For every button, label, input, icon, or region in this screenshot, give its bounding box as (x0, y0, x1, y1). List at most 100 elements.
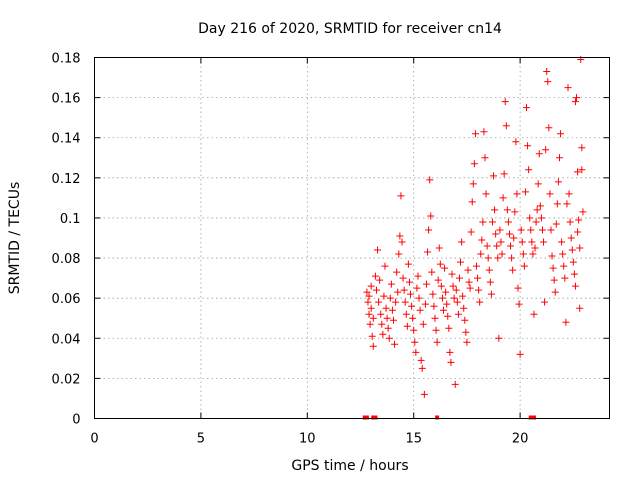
data-point (452, 286, 460, 294)
data-point (570, 270, 578, 278)
data-point (430, 302, 438, 310)
data-point (478, 236, 486, 244)
data-point (387, 280, 395, 288)
data-point (540, 238, 548, 246)
data-point (365, 310, 373, 318)
baseline-marker (362, 415, 367, 420)
data-point (497, 238, 505, 246)
data-point (438, 294, 446, 302)
data-point (579, 208, 587, 216)
data-point (366, 320, 374, 328)
data-point (420, 390, 428, 398)
data-point (402, 310, 410, 318)
data-point (463, 338, 471, 346)
data-point (442, 288, 450, 296)
y-tick-label: 0.02 (52, 372, 81, 387)
data-point (512, 138, 520, 146)
data-point (488, 218, 496, 226)
data-point (562, 318, 570, 326)
data-point (434, 276, 442, 284)
data-point (425, 226, 433, 234)
data-point (421, 300, 429, 308)
data-point (388, 306, 396, 314)
data-point (365, 292, 373, 300)
data-point (578, 144, 586, 152)
data-point (565, 190, 573, 198)
grid-layer (94, 57, 610, 419)
data-point (548, 252, 556, 260)
data-point (384, 324, 392, 332)
data-point (369, 314, 377, 322)
data-point (368, 332, 376, 340)
data-point (411, 338, 419, 346)
y-tick-label: 0.04 (52, 332, 81, 347)
data-point (440, 306, 448, 314)
data-point (519, 250, 527, 258)
baseline-markers (362, 415, 536, 420)
data-point (479, 218, 487, 226)
plot-frame (94, 57, 610, 419)
data-point (372, 286, 380, 294)
data-point (518, 238, 526, 246)
data-point (447, 358, 455, 366)
data-point (465, 278, 473, 286)
data-point (524, 142, 532, 150)
x-tick-label: 0 (90, 432, 98, 447)
data-point (503, 206, 511, 214)
data-point (574, 168, 582, 176)
data-point (511, 208, 519, 216)
data-point (399, 274, 407, 282)
data-point (513, 190, 521, 198)
data-point (401, 298, 409, 306)
data-point (446, 348, 454, 356)
data-point (560, 262, 568, 270)
data-point (508, 254, 516, 262)
data-point (424, 248, 432, 256)
axis-ticks (94, 57, 610, 419)
data-point (505, 230, 513, 238)
data-point (493, 242, 501, 250)
data-point (477, 250, 485, 258)
x-axis-label: GPS time / hours (291, 458, 408, 474)
data-point (549, 264, 557, 272)
data-point (374, 246, 382, 254)
x-tick-label: 15 (405, 432, 422, 447)
data-point (569, 258, 577, 266)
data-point (466, 284, 474, 292)
y-tick-label: 0.1 (60, 212, 81, 227)
y-tick-label: 0.14 (52, 132, 81, 147)
x-tick-label: 10 (299, 432, 316, 447)
data-point (414, 272, 422, 280)
data-point (394, 288, 402, 296)
data-point (395, 250, 403, 258)
data-point (403, 322, 411, 330)
y-tick-label: 0 (72, 413, 80, 428)
data-point (409, 314, 417, 322)
data-point (377, 310, 385, 318)
y-tick-labels: 0 0.02 0.04 0.06 0.08 0.1 0.12 0.14 0.16 0.18 (52, 52, 81, 428)
y-axis-label: SRMTID / TECUs (7, 182, 23, 295)
data-point (504, 218, 512, 226)
data-point (532, 218, 540, 226)
baseline-marker (371, 415, 376, 420)
data-point (485, 266, 493, 274)
x-tick-label: 5 (197, 432, 205, 447)
data-point (367, 304, 375, 312)
data-point (418, 364, 426, 372)
data-point (498, 250, 506, 258)
data-point (550, 276, 558, 284)
baseline-marker (373, 415, 378, 420)
data-point (492, 230, 500, 238)
data-point (460, 304, 468, 312)
data-point (396, 232, 404, 240)
data-point (575, 216, 583, 224)
data-point (407, 290, 415, 298)
data-point (432, 326, 440, 334)
data-point (426, 176, 434, 184)
data-point (458, 238, 466, 246)
data-point (533, 206, 541, 214)
data-point (484, 254, 492, 262)
data-point (568, 246, 576, 254)
data-point (561, 274, 569, 282)
